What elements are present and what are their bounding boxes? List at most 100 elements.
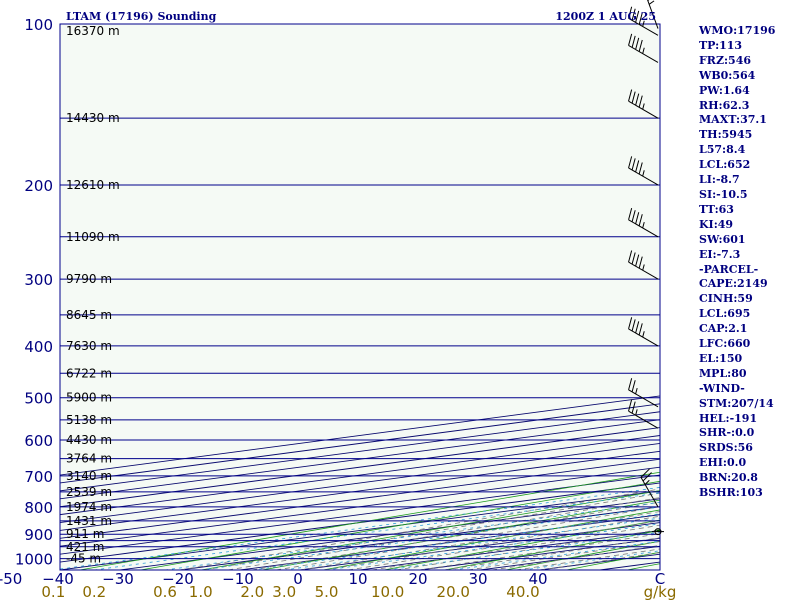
height-label: 9790 m (66, 272, 112, 286)
moist-adiabat (275, 506, 660, 570)
barb-flag (628, 6, 633, 19)
wind-barb (640, 468, 659, 508)
index-item: FRZ:546 (699, 53, 752, 67)
mixing-ratio-label: 0.6 (153, 583, 177, 600)
index-item: MPL:80 (699, 366, 747, 380)
index-item: TP:113 (699, 38, 743, 52)
height-label: -45 m (66, 552, 101, 566)
barb-flag (631, 319, 636, 332)
mixing-ratio-label: 1.0 (189, 583, 213, 600)
height-label: 1974 m (66, 500, 112, 514)
barb-flag (631, 158, 636, 171)
pressure-label: 600 (24, 432, 53, 450)
index-item: EL:150 (699, 351, 743, 365)
mixing-ratio-label: 20.0 (437, 583, 470, 600)
moist-adiabat (179, 488, 660, 570)
barb-flag (635, 321, 640, 334)
pressure-label: 100 (24, 16, 53, 34)
pressure-label: 400 (24, 338, 53, 356)
barb-flag (635, 212, 640, 224)
index-item: CINH:59 (699, 292, 753, 306)
barb-staff (628, 45, 659, 63)
barb-half-flag (644, 479, 650, 485)
barb-staff (628, 328, 659, 347)
temperature-tick-label: 30 (468, 570, 487, 588)
index-item: PW:1.64 (699, 83, 750, 97)
barb-flag (631, 252, 636, 265)
plot-frame (59, 23, 661, 571)
barb-flag (642, 472, 652, 482)
moist-adiabat (371, 524, 660, 570)
barb-flag (628, 317, 633, 330)
barb-staff (628, 261, 659, 280)
isotherm (60, 435, 660, 516)
temperature-axis: mb-50 −40 −30 −20 −10 0 10 20 30 40 C (0, 570, 665, 588)
wind-barbs (628, 0, 664, 536)
wind-barb (628, 399, 659, 429)
barb-half-flag (642, 47, 645, 54)
isotherm (60, 403, 660, 484)
barb-half-flag (642, 170, 645, 177)
barb-flag (638, 95, 643, 108)
height-label: 5138 m (66, 413, 112, 427)
moist-adiabat (347, 520, 660, 570)
dry-adiabat (262, 499, 660, 570)
mixing-ratio-line (284, 517, 660, 570)
mixing-ratio-line (326, 523, 660, 570)
index-item: TH:5945 (699, 128, 753, 142)
mixing-ratio-label: 5.0 (315, 583, 339, 600)
height-label: 7630 m (66, 339, 112, 353)
height-label: 6722 m (66, 366, 112, 380)
barb-staff (640, 477, 659, 508)
pressure-label: 500 (24, 390, 53, 408)
barb-flag (628, 378, 633, 390)
temperature-line (795, 31, 800, 531)
index-item: EI:-7.3 (699, 247, 741, 261)
height-label: 911 m (66, 527, 104, 541)
index-item: RH:62.3 (699, 98, 750, 112)
dry-adiabat (140, 480, 660, 570)
mixing-ratio-unit: g/kg (644, 583, 677, 600)
wind-barb (628, 317, 659, 347)
index-item: LCL:652 (699, 158, 751, 172)
temperature-tick-label: −40 (42, 570, 74, 588)
temperature-tick-label: 20 (408, 570, 427, 588)
barb-flag (638, 12, 643, 25)
mixing-ratio-line (387, 531, 660, 570)
barb-flag (631, 380, 636, 392)
barb-flag (631, 8, 636, 21)
barb-flag (628, 33, 633, 46)
index-item: KI:49 (699, 217, 734, 231)
index-item: L57:8.4 (699, 143, 746, 157)
height-label: 5900 m (66, 391, 112, 405)
barb-half-flag (635, 409, 638, 416)
barb-flag (635, 93, 640, 106)
index-item: CAP:2.1 (699, 322, 748, 336)
moist-adiabat (299, 511, 660, 570)
index-item: BRN:20.8 (699, 471, 758, 485)
dry-adiabat (444, 530, 660, 570)
barb-flag (628, 89, 633, 102)
barb-flag (640, 468, 650, 478)
pressure-label: 1000 (15, 551, 53, 569)
isotherm (60, 411, 660, 492)
temperature-unit: C (655, 570, 665, 588)
pressure-label: 700 (24, 468, 53, 486)
wind-barb (628, 6, 659, 36)
barb-flag (638, 162, 643, 175)
height-labels: 16370 m 14430 m 12610 m 11090 m 9790 m 8645 m… (66, 24, 120, 566)
isotherm (60, 419, 660, 500)
index-item: LCL:695 (699, 307, 751, 321)
barb-staff (647, 0, 659, 29)
plot-area (60, 24, 660, 570)
dry-adiabat (201, 490, 660, 570)
index-item: SI:-10.5 (699, 187, 748, 201)
height-label: 421 m (66, 540, 104, 554)
barb-flag (635, 37, 640, 50)
barb-flag (631, 91, 636, 104)
barb-flag (638, 256, 643, 269)
dry-adiabat (383, 519, 660, 570)
index-item: MAXT:37.1 (699, 113, 767, 127)
height-label: 12610 m (66, 178, 120, 192)
height-label: 14430 m (66, 111, 120, 125)
